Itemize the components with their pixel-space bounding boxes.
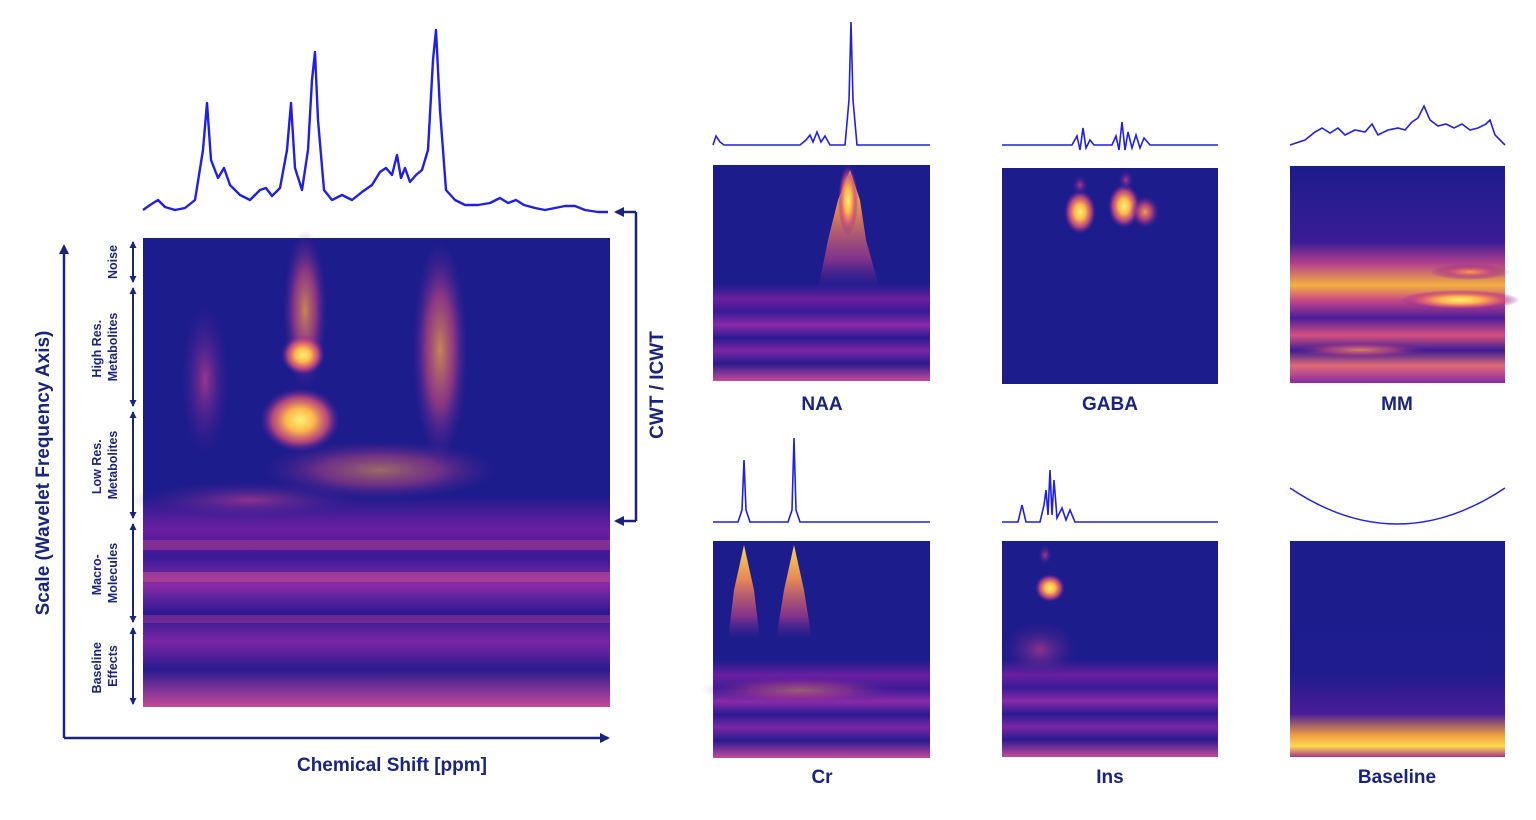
mm-label: MM <box>1381 394 1413 415</box>
ins-label: Ins <box>1096 767 1123 788</box>
cr-label: Cr <box>811 767 833 788</box>
baseline-scalogram <box>1290 541 1505 757</box>
component-panel-mm: MM <box>1289 104 1520 415</box>
ins-scalogram <box>1000 541 1218 757</box>
ins-spectrum <box>1002 469 1218 523</box>
region-macro-label: Macro- Molecules <box>90 543 120 603</box>
component-panel-cr: Cr <box>700 437 930 788</box>
mm-scalogram <box>1290 166 1520 383</box>
mm-spectrum <box>1289 104 1506 146</box>
region-low-res-label: Low Res. Metabolites <box>90 431 120 500</box>
component-panel-ins: Ins <box>1000 469 1218 788</box>
main-scalogram <box>130 230 610 707</box>
x-axis-label: Chemical Shift [ppm] <box>297 755 487 776</box>
gaba-scalogram <box>1002 168 1218 384</box>
region-noise-label: Noise <box>106 245 120 279</box>
naa-spectrum <box>712 21 930 146</box>
baseline-label: Baseline <box>1358 767 1436 788</box>
scale-regions: Noise High Res. Metabolites Low Res. Met… <box>90 241 137 705</box>
region-baseline-label: Baseline Effects <box>90 639 120 694</box>
cwt-icwt-label: CWT / ICWT <box>647 331 668 439</box>
cr-scalogram <box>700 541 930 758</box>
component-panel-naa: NAA <box>712 21 930 415</box>
naa-label: NAA <box>801 394 842 415</box>
gaba-spectrum <box>1002 121 1218 151</box>
gaba-label: GABA <box>1082 394 1138 415</box>
cr-spectrum <box>713 437 930 523</box>
main-spectrum-trace <box>142 28 608 214</box>
baseline-spectrum <box>1289 487 1506 525</box>
cwt-icwt-bracket: CWT / ICWT <box>614 207 668 526</box>
main-panel: Chemical Shift [ppm] Scale (Wavelet Freq… <box>33 28 668 776</box>
naa-scalogram <box>713 165 930 381</box>
y-axis-label: Scale (Wavelet Frequency Axis) <box>33 331 54 616</box>
region-high-res-label: High Res. Metabolites <box>90 313 120 382</box>
component-panel-gaba: GABA <box>1002 121 1218 415</box>
component-panel-baseline: Baseline <box>1289 487 1506 788</box>
